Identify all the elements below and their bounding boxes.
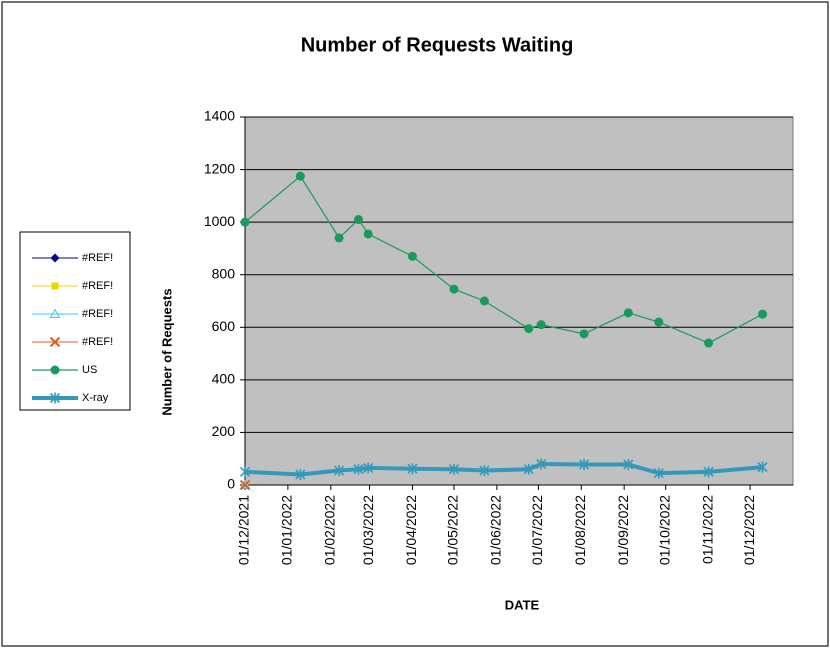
marker: [334, 233, 344, 243]
marker: [363, 229, 373, 239]
marker: [579, 329, 589, 339]
legend-label: #REF!: [82, 280, 113, 292]
y-tick-label: 600: [212, 318, 236, 334]
marker: [479, 296, 489, 306]
marker: [353, 215, 363, 225]
y-tick-label: 800: [212, 265, 236, 281]
marker: [295, 468, 306, 480]
x-tick-label: 01/02/2022: [322, 495, 338, 565]
marker: [448, 463, 460, 475]
plot-area: [244, 116, 794, 486]
x-tick-label: 01/06/2022: [488, 495, 504, 565]
marker: [703, 466, 714, 478]
x-tick-label: 01/03/2022: [360, 495, 376, 565]
y-tick-label: 200: [212, 423, 236, 439]
x-tick-label: 01/10/2022: [656, 495, 672, 565]
marker: [479, 465, 490, 477]
legend-marker: [49, 336, 61, 348]
chart-title: Number of Requests Waiting: [301, 34, 574, 56]
marker: [407, 251, 417, 261]
marker: [353, 463, 364, 475]
legend-marker: [50, 253, 60, 263]
legend: [19, 231, 131, 411]
x-tick-label: 01/11/2022: [699, 495, 715, 564]
marker: [363, 462, 374, 474]
legend-label: US: [82, 364, 97, 376]
x-axis-label: DATE: [505, 597, 540, 612]
y-tick-label: 1400: [204, 108, 235, 124]
x-tick-label: 01/08/2022: [572, 495, 588, 565]
marker: [334, 465, 345, 477]
marker: [623, 308, 633, 318]
legend-marker: [50, 365, 60, 375]
x-tick-label: 01/12/2022: [741, 495, 757, 565]
x-tick-label: 01/12/2021: [236, 495, 252, 565]
legend-marker: [49, 308, 61, 318]
x-tick-label: 01/07/2022: [529, 495, 545, 565]
marker: [653, 467, 664, 479]
marker: [523, 463, 534, 475]
legend-label: #REF!: [82, 308, 113, 320]
x-tick-label: 01/09/2022: [615, 495, 631, 565]
x-tick-label: 01/05/2022: [445, 495, 461, 565]
marker: [524, 324, 534, 334]
legend-label: #REF!: [82, 252, 113, 264]
y-tick-label: 400: [212, 371, 236, 387]
legend-marker: [51, 282, 59, 290]
marker: [295, 171, 305, 181]
legend-label: #REF!: [82, 336, 113, 348]
marker: [239, 479, 251, 489]
x-tick-label: 01/01/2022: [279, 495, 295, 565]
marker: [536, 458, 547, 470]
y-tick-label: 1000: [204, 213, 235, 229]
marker: [578, 458, 590, 470]
marker: [407, 463, 418, 475]
legend-marker: [49, 392, 61, 404]
marker: [758, 309, 768, 319]
marker: [536, 320, 546, 330]
marker: [240, 217, 250, 227]
marker: [704, 338, 714, 348]
marker: [449, 284, 459, 294]
y-tick-label: 1200: [204, 160, 235, 176]
y-tick-label: 0: [227, 476, 235, 492]
legend-label: X-ray: [82, 392, 109, 404]
marker: [623, 458, 634, 470]
x-tick-label: 01/04/2022: [403, 495, 419, 565]
marker: [757, 461, 768, 473]
marker: [239, 466, 251, 478]
y-axis-label: Number of Requests: [159, 288, 174, 415]
marker: [239, 479, 251, 491]
marker: [654, 317, 664, 327]
